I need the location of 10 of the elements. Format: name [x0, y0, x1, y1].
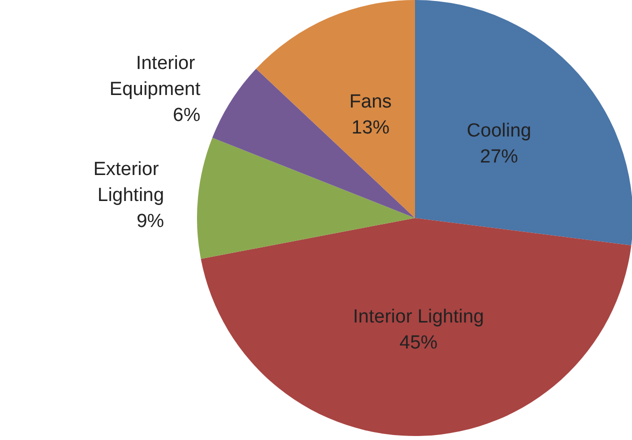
- data-label: 9%: [136, 210, 164, 232]
- data-label: 13%: [352, 118, 390, 139]
- data-label: 45%: [400, 332, 438, 354]
- data-label: 6%: [172, 104, 200, 126]
- slice-label: Cooling: [466, 120, 532, 142]
- slice-label: Fans: [349, 92, 392, 113]
- slice-label: Interior Lighting: [353, 306, 484, 328]
- data-label: 27%: [480, 146, 518, 168]
- slice-label: Interior Equipment: [110, 52, 202, 100]
- slice-label: Exterior Lighting: [93, 158, 164, 206]
